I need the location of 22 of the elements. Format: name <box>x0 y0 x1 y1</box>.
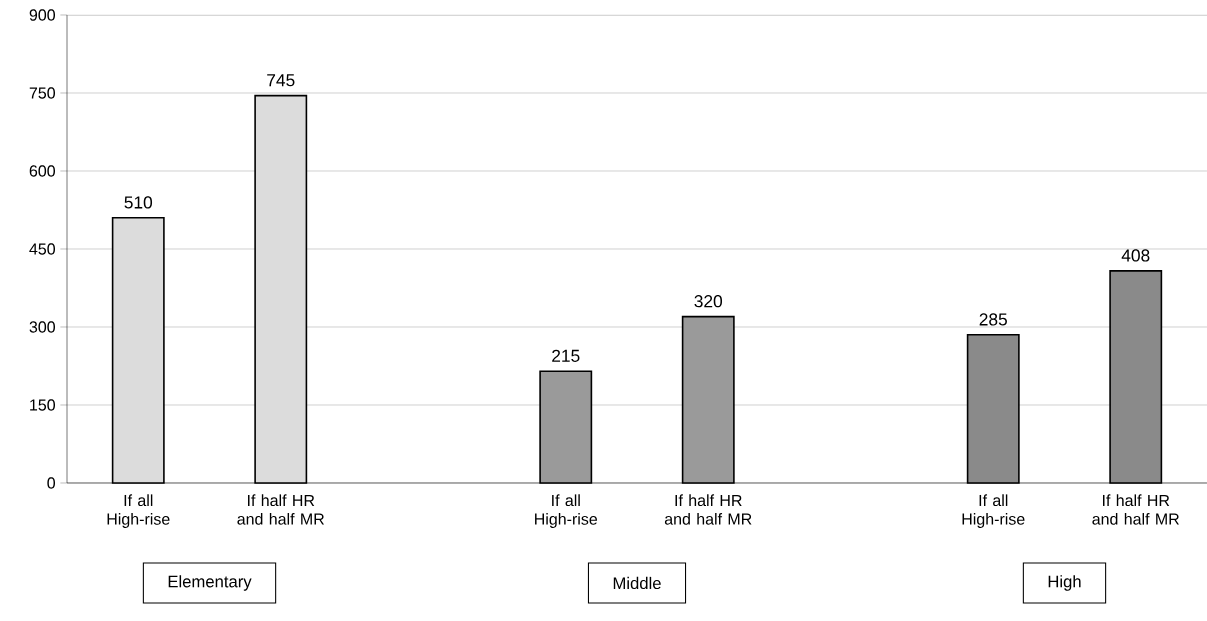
x-tick-label: If half HR and half MR <box>237 494 325 525</box>
text: High <box>1048 575 1081 591</box>
text: Middle <box>613 576 661 590</box>
data-label: 408 <box>1121 249 1150 262</box>
x-tick-label: If half HR and half MR <box>1092 494 1179 525</box>
y-tick-label: 900 <box>29 9 56 21</box>
y-tick-label: 300 <box>29 321 56 333</box>
x-tick-label: If all High-rise <box>962 494 1025 528</box>
y-tick-label: 450 <box>29 243 56 255</box>
data-label: 320 <box>694 295 723 308</box>
y-tick-label: 150 <box>30 399 56 411</box>
data-label: 285 <box>979 313 1007 326</box>
text: Elementary <box>168 575 252 591</box>
x-tick-label: If half HR and half MR <box>664 494 752 525</box>
data-label: 510 <box>124 196 153 209</box>
y-tick-label: 750 <box>29 87 56 99</box>
x-tick-label: If all High-rise <box>107 494 170 528</box>
data-label: 745 <box>267 74 295 87</box>
x-tick-label: If all High-rise <box>535 494 598 528</box>
y-tick-label: 600 <box>29 165 56 177</box>
data-label: 215 <box>552 349 580 362</box>
y-tick-label: 0 <box>47 477 56 489</box>
